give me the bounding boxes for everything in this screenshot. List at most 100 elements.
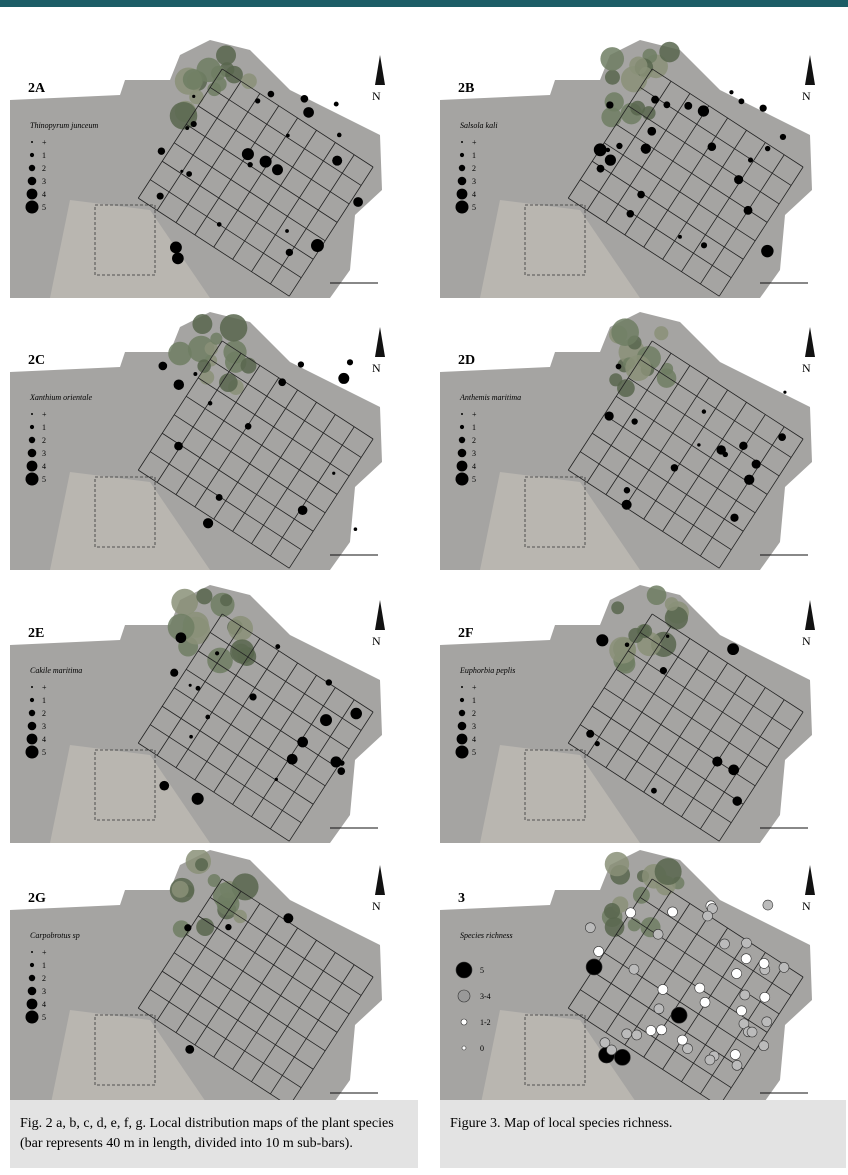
north-label: N	[372, 899, 381, 913]
dot	[660, 667, 667, 674]
dot	[186, 171, 192, 177]
legend-label: 2	[472, 164, 476, 173]
dot	[185, 1045, 194, 1054]
legend-label: +	[472, 138, 477, 147]
dot	[585, 923, 595, 933]
dot	[728, 764, 739, 775]
legend-label: 4	[42, 1000, 46, 1009]
dot	[647, 127, 656, 136]
dot	[778, 433, 786, 441]
dot	[275, 644, 280, 649]
vegetation	[213, 882, 239, 908]
species-name: Species richness	[460, 931, 513, 940]
north-arrow	[375, 600, 385, 630]
legend-symbol	[456, 473, 469, 486]
dot	[285, 229, 289, 233]
legend-symbol	[31, 951, 33, 953]
vegetation	[171, 589, 198, 616]
vegetation	[192, 314, 212, 334]
legend-symbol	[29, 975, 35, 981]
vegetation	[220, 594, 232, 606]
legend-symbol	[461, 413, 463, 415]
legend-label: 5	[472, 748, 476, 757]
dot	[733, 796, 742, 805]
dot	[760, 992, 770, 1002]
dot	[170, 669, 178, 677]
dot	[742, 938, 752, 948]
dot	[597, 165, 605, 173]
legend-label: 1	[42, 961, 46, 970]
dot	[159, 781, 169, 791]
legend-symbol	[26, 1011, 39, 1024]
legend-label: 5	[472, 475, 476, 484]
dot	[286, 134, 290, 138]
dot	[684, 102, 692, 110]
dot	[658, 984, 668, 994]
legend-symbol	[456, 962, 472, 978]
legend-label: +	[42, 683, 47, 692]
map: N2CXanthium orientale+12345	[10, 312, 418, 570]
north-label: N	[372, 361, 381, 375]
map: N2FEuphorbia peplis+12345	[440, 585, 848, 843]
legend-symbol	[27, 734, 38, 745]
species-name: Xanthium orientale	[29, 393, 92, 402]
dot	[740, 990, 750, 1000]
dot	[759, 1041, 769, 1051]
dot	[337, 133, 342, 138]
dot	[668, 907, 678, 917]
dot	[657, 1025, 667, 1035]
panel-label: 2A	[28, 81, 46, 96]
legend-label: 5	[42, 475, 46, 484]
legend-symbol	[460, 698, 464, 702]
dot	[624, 487, 630, 493]
dot	[594, 143, 607, 156]
dot	[217, 222, 222, 227]
legend-label: +	[42, 410, 47, 419]
dot	[666, 635, 669, 638]
legend-symbol	[462, 1046, 466, 1050]
legend-label: 4	[472, 735, 476, 744]
dot	[298, 361, 304, 367]
dot	[353, 197, 363, 207]
legend-label: 2	[42, 164, 46, 173]
dot	[278, 378, 286, 386]
legend-symbol	[28, 722, 37, 731]
dot	[174, 442, 183, 451]
dot	[752, 460, 761, 469]
vegetation	[605, 92, 624, 111]
dot	[275, 778, 278, 781]
dot	[334, 102, 339, 107]
legend-symbol	[31, 686, 33, 688]
dot	[189, 735, 193, 739]
dot	[761, 245, 773, 257]
dot	[653, 929, 663, 939]
legend-symbol	[30, 963, 34, 967]
dot	[159, 362, 168, 371]
dot	[594, 946, 604, 956]
legend-symbol	[30, 698, 34, 702]
species-name: Thinopyrum junceum	[30, 121, 98, 130]
dot	[695, 983, 705, 993]
legend-symbol	[27, 999, 38, 1010]
north-label: N	[802, 361, 811, 375]
legend-symbol	[458, 722, 467, 731]
dot	[192, 793, 204, 805]
header-bar	[0, 0, 848, 7]
dot	[354, 527, 358, 531]
dot	[654, 1004, 664, 1014]
dot	[732, 1060, 742, 1070]
dot	[748, 158, 753, 163]
dot	[779, 962, 789, 972]
map: N2GCarpobrotus sp+12345	[10, 850, 418, 1108]
dot	[663, 101, 670, 108]
legend-symbol	[30, 153, 34, 157]
dot	[614, 1049, 630, 1065]
dot	[671, 1007, 687, 1023]
legend-label: 3	[42, 449, 46, 458]
dot	[605, 411, 614, 420]
dot	[326, 679, 332, 685]
dot	[708, 142, 717, 151]
dot	[671, 464, 678, 471]
